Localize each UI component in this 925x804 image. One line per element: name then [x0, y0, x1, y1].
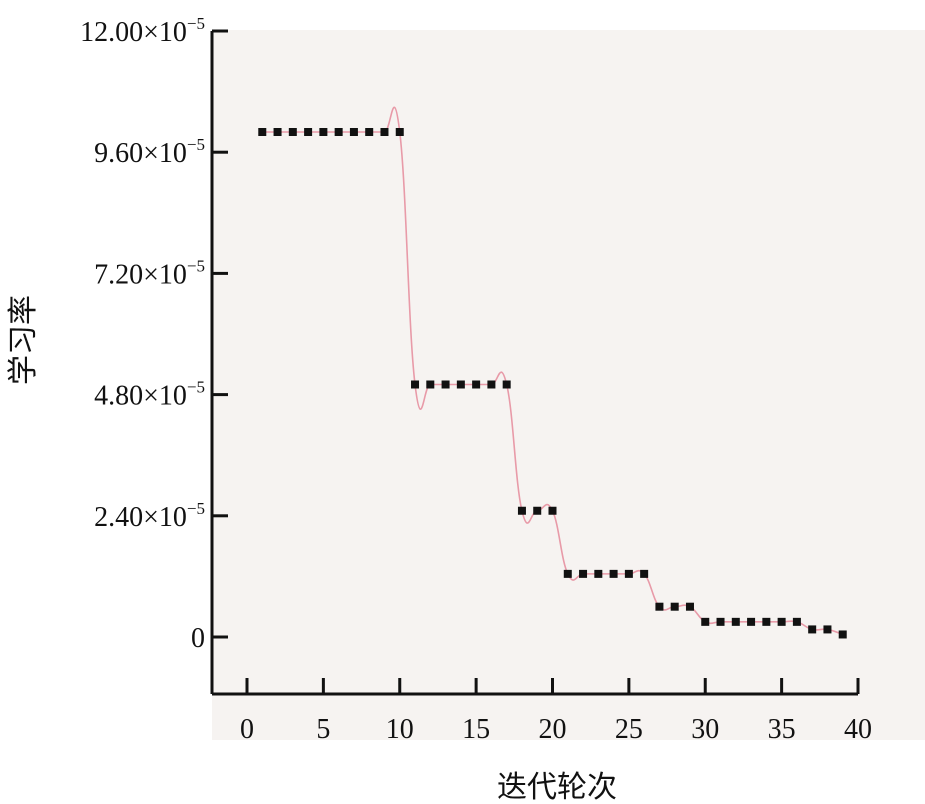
data-point-marker [502, 380, 511, 389]
data-point-marker [288, 128, 297, 136]
axis-layer [210, 31, 858, 696]
y-tick-label: 2.40×10−5 [94, 499, 205, 533]
data-point-marker [411, 380, 420, 389]
data-point-marker [808, 625, 817, 634]
x-tick-label: 20 [539, 714, 567, 745]
data-point-marker [579, 569, 588, 578]
data-point-marker [685, 602, 694, 611]
y-axis-title: 学习率 [6, 295, 41, 385]
data-point-marker [716, 617, 725, 626]
data-point-marker [624, 569, 633, 578]
plot-area [212, 30, 925, 740]
tick-layer: 12.00×10−5 9.60×10−5 7.20×10−5 4.80×10−5 2.4… [80, 14, 872, 745]
x-tick-label: 25 [615, 714, 643, 745]
y-tick-label: 7.20×10−5 [94, 256, 205, 290]
data-point-marker [792, 617, 801, 626]
data-point-marker [655, 602, 664, 611]
y-tick-label: 12.00×10−5 [80, 14, 205, 48]
data-point-marker [640, 569, 649, 578]
data-point-marker [533, 506, 542, 515]
y-tick-exponent: −5 [187, 14, 205, 33]
data-point-marker [273, 128, 282, 136]
data-point-marker [365, 128, 374, 136]
data-point-marker [670, 602, 679, 611]
data-point-marker [823, 625, 832, 634]
x-tick-label: 35 [768, 714, 796, 745]
data-point-marker [395, 128, 404, 136]
data-point-marker [349, 128, 358, 136]
marker-layer [258, 128, 847, 639]
data-point-marker [838, 630, 847, 639]
data-point-marker [487, 380, 496, 389]
y-tick-exponent: −5 [187, 135, 205, 154]
data-point-marker [304, 128, 313, 136]
x-axis-title: 迭代轮次 [497, 770, 617, 804]
data-point-marker [762, 617, 771, 626]
x-tick-label: 0 [240, 714, 254, 745]
data-point-marker [441, 380, 450, 389]
x-tick-label: 40 [844, 714, 872, 745]
y-tick-label: 4.80×10−5 [94, 378, 205, 412]
data-point-marker [747, 617, 756, 626]
data-point-marker [701, 617, 710, 626]
data-point-marker [258, 128, 267, 136]
x-tick-label: 30 [691, 714, 719, 745]
data-point-marker [472, 380, 481, 389]
data-point-marker [563, 569, 572, 578]
data-point-marker [777, 617, 786, 626]
y-tick-exponent: −5 [187, 256, 205, 275]
y-tick-exponent: −5 [187, 499, 205, 518]
data-point-marker [517, 506, 526, 515]
data-point-marker [426, 380, 435, 389]
data-point-marker [731, 617, 740, 626]
y-tick-label: 0 [191, 623, 205, 654]
data-point-marker [380, 128, 389, 136]
y-tick-exponent: −5 [187, 378, 205, 397]
x-tick-label: 5 [316, 714, 330, 745]
x-tick-label: 10 [386, 714, 414, 745]
data-point-marker [594, 569, 603, 578]
data-point-marker [456, 380, 465, 389]
y-tick-label: 9.60×10−5 [94, 135, 205, 169]
data-point-marker [609, 569, 618, 578]
data-point-marker [319, 128, 328, 136]
data-point-marker [334, 128, 343, 136]
data-point-marker [548, 506, 557, 515]
x-tick-label: 15 [462, 714, 490, 745]
